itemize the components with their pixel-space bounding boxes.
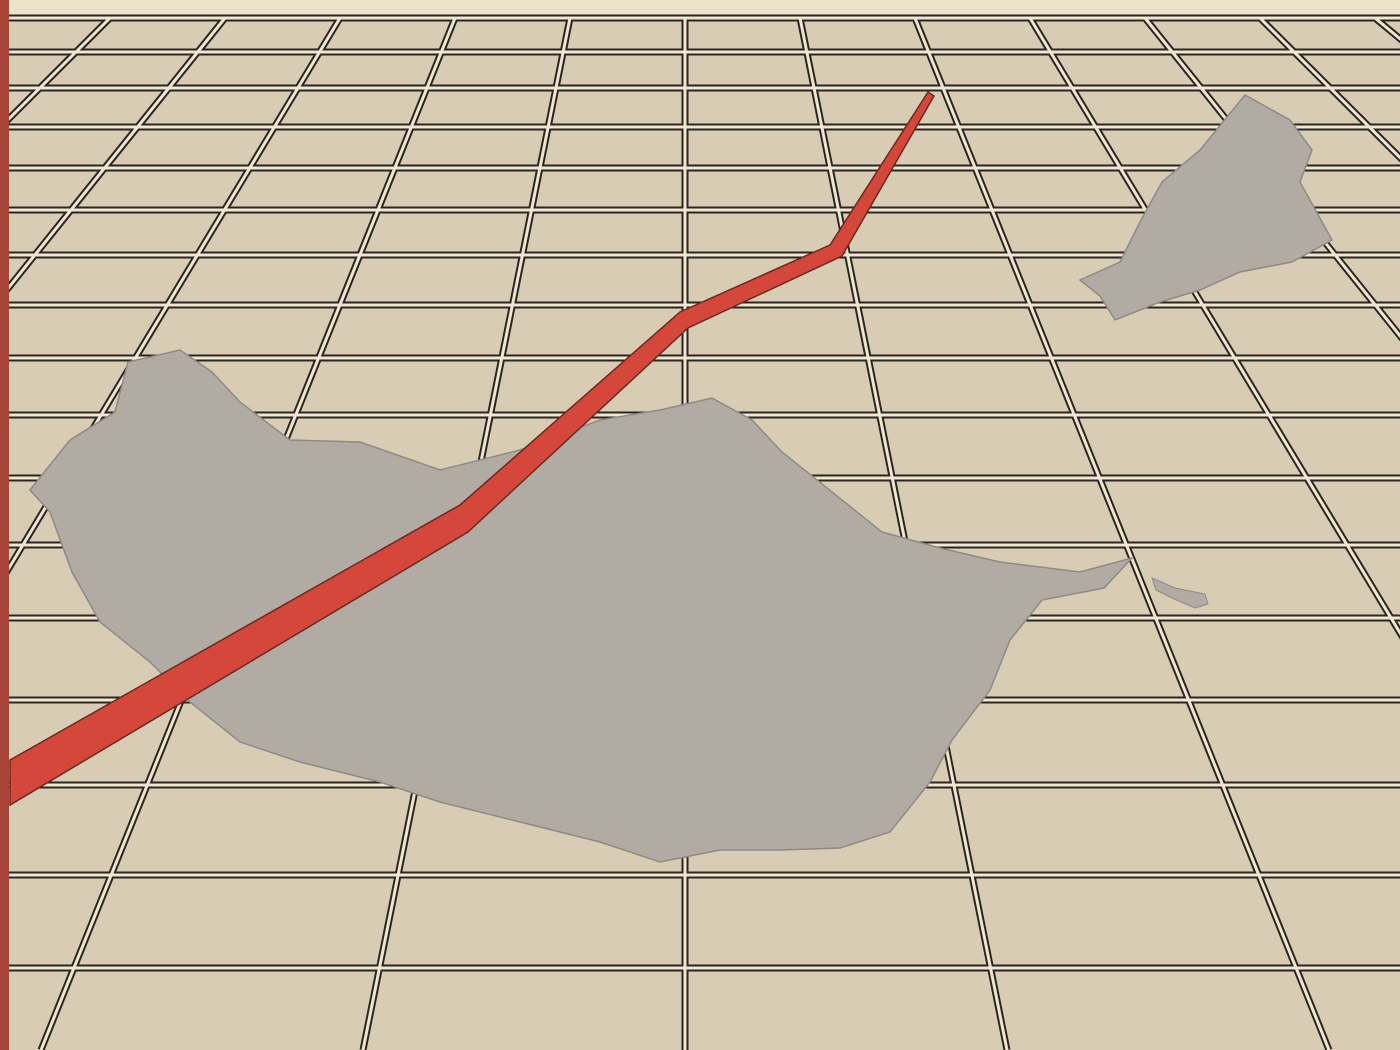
top-strip: [0, 0, 1400, 16]
grid-column: [0, 17, 342, 586]
main-island: [29, 349, 1135, 863]
grid-column: [1028, 17, 1400, 636]
small-island: [1078, 94, 1334, 321]
red-ribbon: [9, 90, 936, 807]
grid-column: [913, 17, 1331, 1050]
grid-column: [798, 17, 1009, 1050]
left-edge: [0, 0, 9, 1050]
grid-light: [0, 16, 1400, 1050]
grid-column: [0, 17, 227, 301]
islet: [1151, 577, 1209, 609]
